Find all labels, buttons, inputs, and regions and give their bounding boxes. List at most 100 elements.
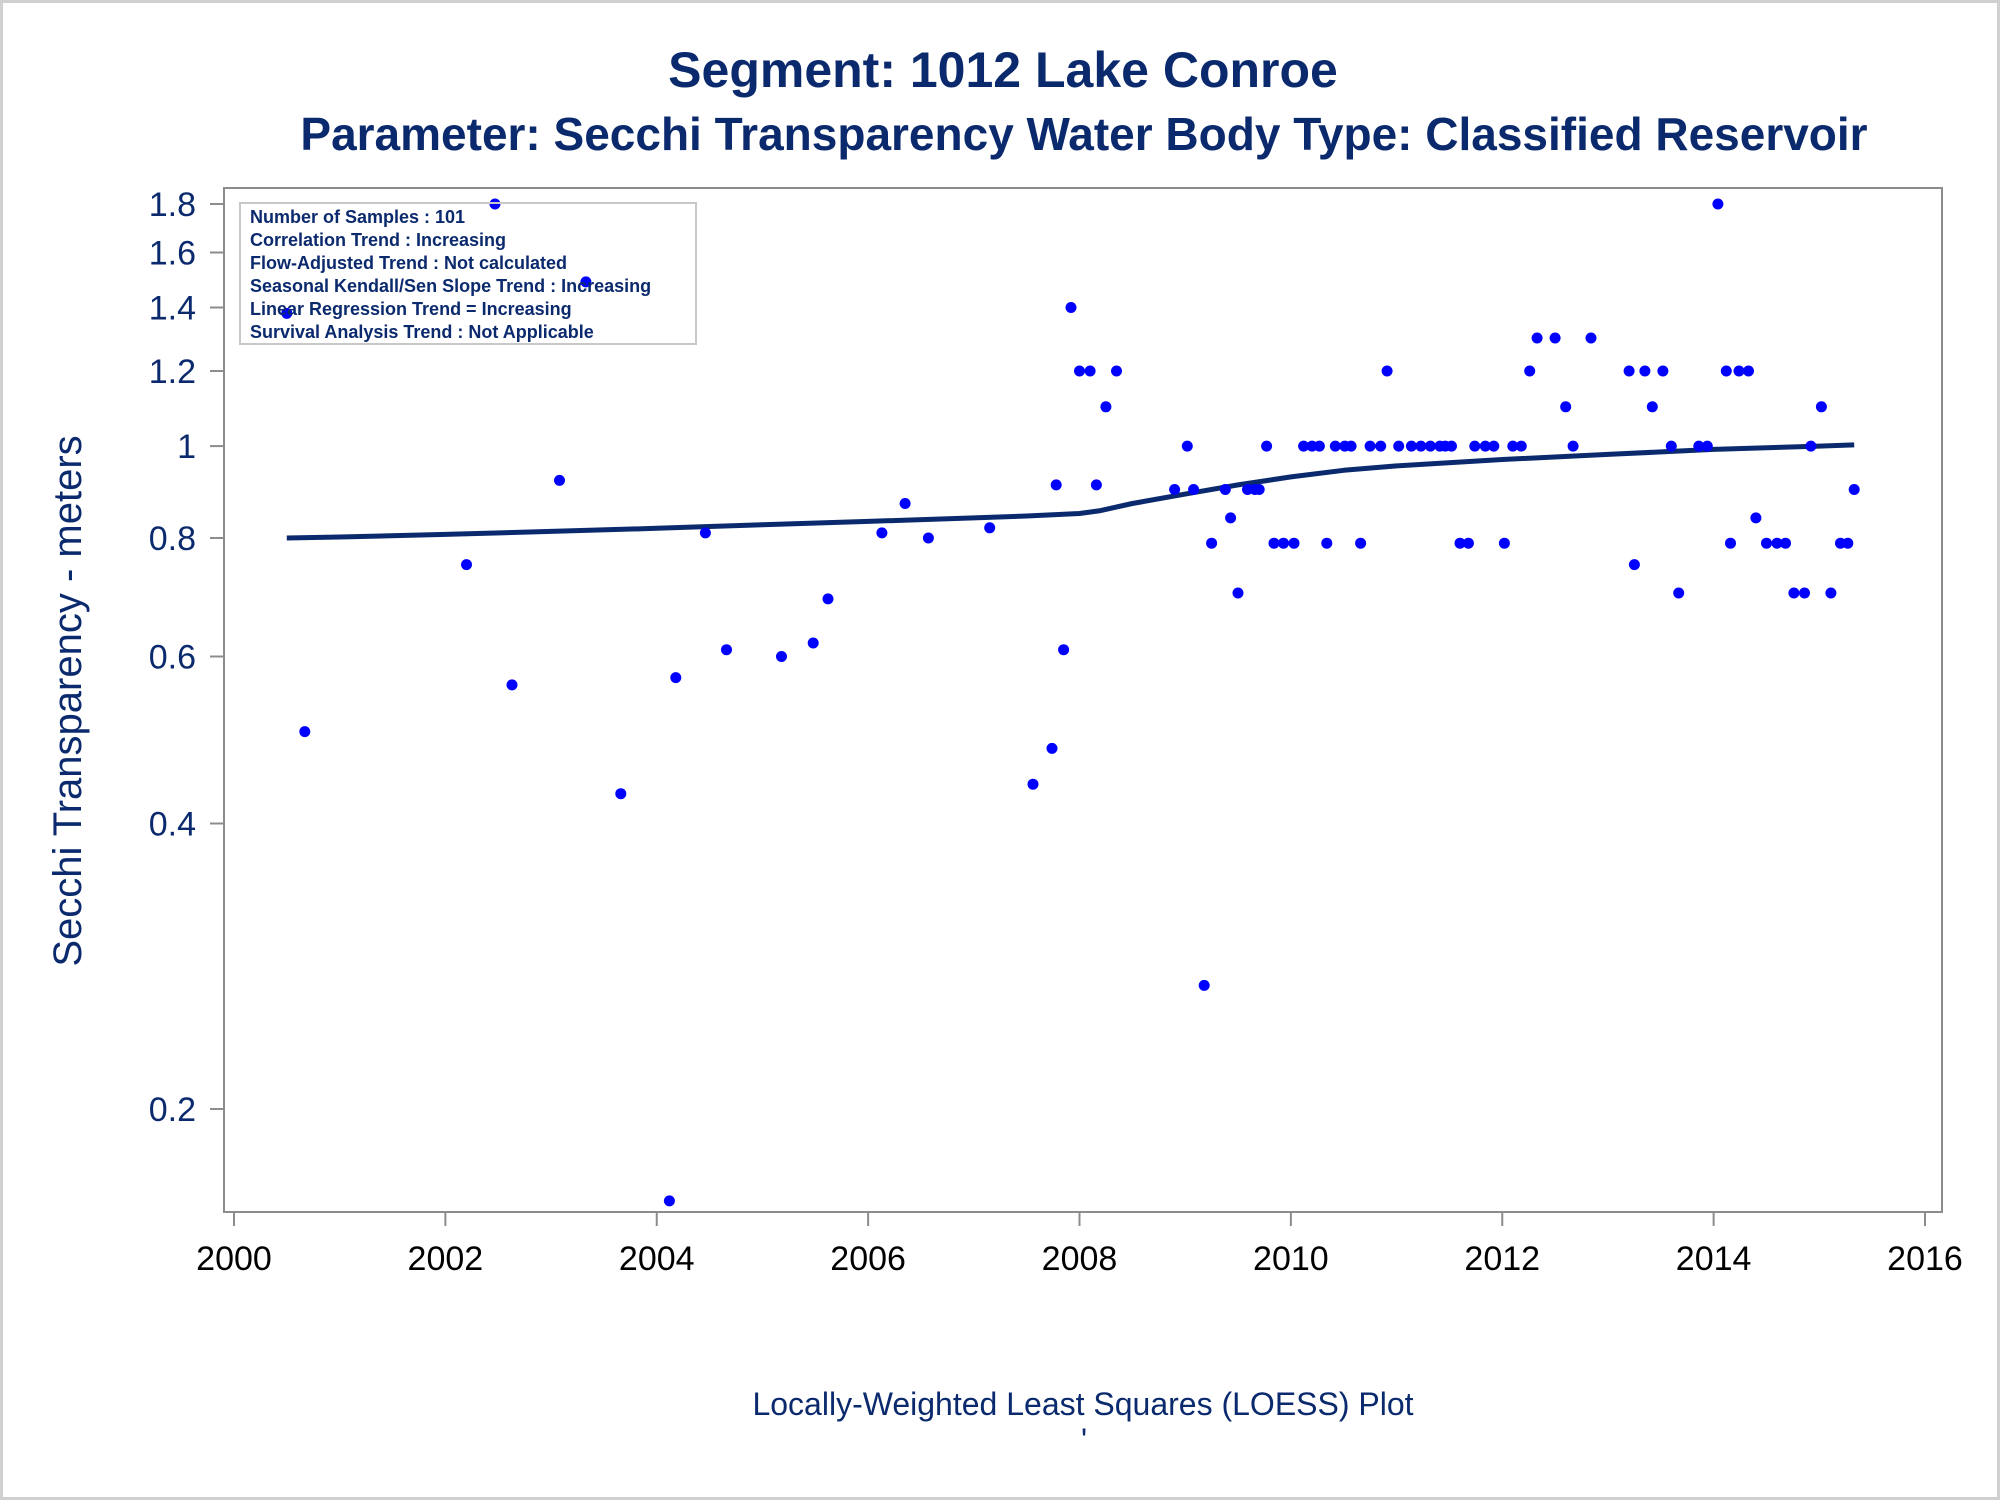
data-point bbox=[1232, 587, 1244, 599]
data-point bbox=[1261, 440, 1273, 452]
data-point bbox=[506, 679, 518, 691]
data-point bbox=[1268, 537, 1280, 549]
data-point bbox=[1065, 302, 1077, 313]
data-point bbox=[1673, 587, 1685, 599]
x-tick-label: 2004 bbox=[619, 1240, 695, 1278]
x-tick-label: 2012 bbox=[1464, 1240, 1540, 1278]
data-point bbox=[299, 726, 311, 738]
stats-legend-box: Number of Samples : 101 Correlation Tren… bbox=[239, 202, 697, 345]
data-point bbox=[1815, 401, 1827, 413]
data-point bbox=[1084, 365, 1096, 377]
data-point bbox=[876, 527, 888, 539]
data-point bbox=[1469, 440, 1481, 452]
y-tick-label: 1.2 bbox=[149, 353, 196, 391]
data-point bbox=[1761, 537, 1772, 549]
data-point bbox=[1355, 537, 1367, 549]
data-point bbox=[1799, 587, 1810, 599]
data-point bbox=[1585, 332, 1597, 344]
data-point bbox=[1825, 587, 1837, 599]
y-tick-label: 0.4 bbox=[149, 806, 196, 844]
data-point bbox=[1046, 742, 1058, 754]
loess-line-layer bbox=[286, 442, 1855, 541]
footnote-mark: ' bbox=[1081, 1422, 1087, 1458]
data-point bbox=[1278, 537, 1289, 549]
data-point bbox=[1225, 512, 1237, 524]
x-tick-label: 2014 bbox=[1676, 1240, 1752, 1278]
data-point bbox=[1842, 537, 1854, 549]
data-point bbox=[1733, 365, 1745, 377]
stats-line: Linear Regression Trend = Increasing bbox=[250, 299, 572, 319]
data-point bbox=[1805, 440, 1817, 452]
chart-svg: Segment: 1012 Lake Conroe Parameter: Sec… bbox=[46, 42, 1963, 1458]
data-point bbox=[721, 644, 732, 656]
data-point bbox=[1329, 440, 1341, 452]
data-point bbox=[1531, 332, 1543, 344]
loess-trend-line bbox=[286, 442, 1855, 541]
y-axis-label: Secchi Transparency - meters bbox=[46, 435, 90, 966]
footnote: Locally-Weighted Least Squares (LOESS) P… bbox=[752, 1386, 1413, 1422]
x-tick-label: 2010 bbox=[1253, 1240, 1329, 1278]
data-point bbox=[1712, 198, 1724, 210]
data-point bbox=[899, 498, 911, 509]
data-point bbox=[1479, 440, 1491, 452]
data-point bbox=[1498, 537, 1510, 549]
data-point bbox=[1375, 440, 1387, 452]
y-tick-label: 1.6 bbox=[149, 235, 196, 273]
data-point bbox=[1725, 537, 1736, 549]
data-point bbox=[1111, 365, 1122, 377]
data-point bbox=[1415, 440, 1427, 452]
data-point bbox=[1743, 365, 1754, 377]
x-tick-label: 2016 bbox=[1887, 1240, 1963, 1278]
data-point bbox=[281, 307, 293, 319]
data-point bbox=[1074, 365, 1085, 377]
data-point bbox=[1393, 440, 1405, 452]
data-point bbox=[1462, 537, 1474, 549]
data-point bbox=[1750, 512, 1762, 524]
chart-title: Segment: 1012 Lake Conroe bbox=[668, 42, 1338, 98]
data-point bbox=[1381, 365, 1393, 377]
data-point bbox=[1701, 440, 1713, 452]
data-point bbox=[1771, 537, 1783, 549]
data-point bbox=[1657, 365, 1669, 377]
data-point bbox=[1253, 484, 1265, 495]
data-point bbox=[1515, 440, 1527, 452]
data-point bbox=[1488, 440, 1500, 452]
data-point bbox=[1090, 479, 1102, 491]
y-tick-label: 1.8 bbox=[149, 186, 196, 224]
data-point bbox=[1405, 440, 1417, 452]
data-point bbox=[461, 559, 472, 571]
data-point bbox=[1288, 537, 1300, 549]
stats-line: Correlation Trend : Increasing bbox=[250, 230, 506, 250]
y-tick-label: 1 bbox=[177, 428, 196, 466]
data-point bbox=[1298, 440, 1310, 452]
y-tick-label: 0.6 bbox=[149, 639, 196, 677]
data-point bbox=[554, 474, 565, 486]
data-point bbox=[1345, 440, 1357, 452]
stats-line: Flow-Adjusted Trend : Not calculated bbox=[250, 253, 567, 273]
chart-subtitle: Parameter: Secchi Transparency Water Bod… bbox=[300, 108, 1867, 160]
data-point bbox=[1027, 778, 1039, 790]
data-point bbox=[807, 637, 819, 649]
data-point bbox=[1188, 484, 1200, 495]
data-point bbox=[580, 276, 592, 288]
data-point bbox=[1665, 440, 1677, 452]
data-point bbox=[1446, 440, 1457, 452]
data-point bbox=[1549, 332, 1561, 344]
data-point bbox=[1181, 440, 1193, 452]
data-point bbox=[1646, 401, 1658, 413]
data-point bbox=[1507, 440, 1519, 452]
data-point bbox=[1720, 365, 1732, 377]
data-point bbox=[1198, 979, 1210, 991]
plot-frame bbox=[223, 187, 1943, 1213]
data-point bbox=[1788, 587, 1800, 599]
data-point bbox=[699, 527, 711, 539]
data-point bbox=[1058, 644, 1070, 656]
y-tick-label: 0.8 bbox=[149, 520, 196, 558]
data-point bbox=[1364, 440, 1376, 452]
data-point bbox=[1313, 440, 1325, 452]
data-point bbox=[1321, 537, 1333, 549]
data-point bbox=[615, 788, 627, 800]
data-point bbox=[984, 522, 996, 534]
y-tick-label: 1.4 bbox=[149, 290, 196, 328]
